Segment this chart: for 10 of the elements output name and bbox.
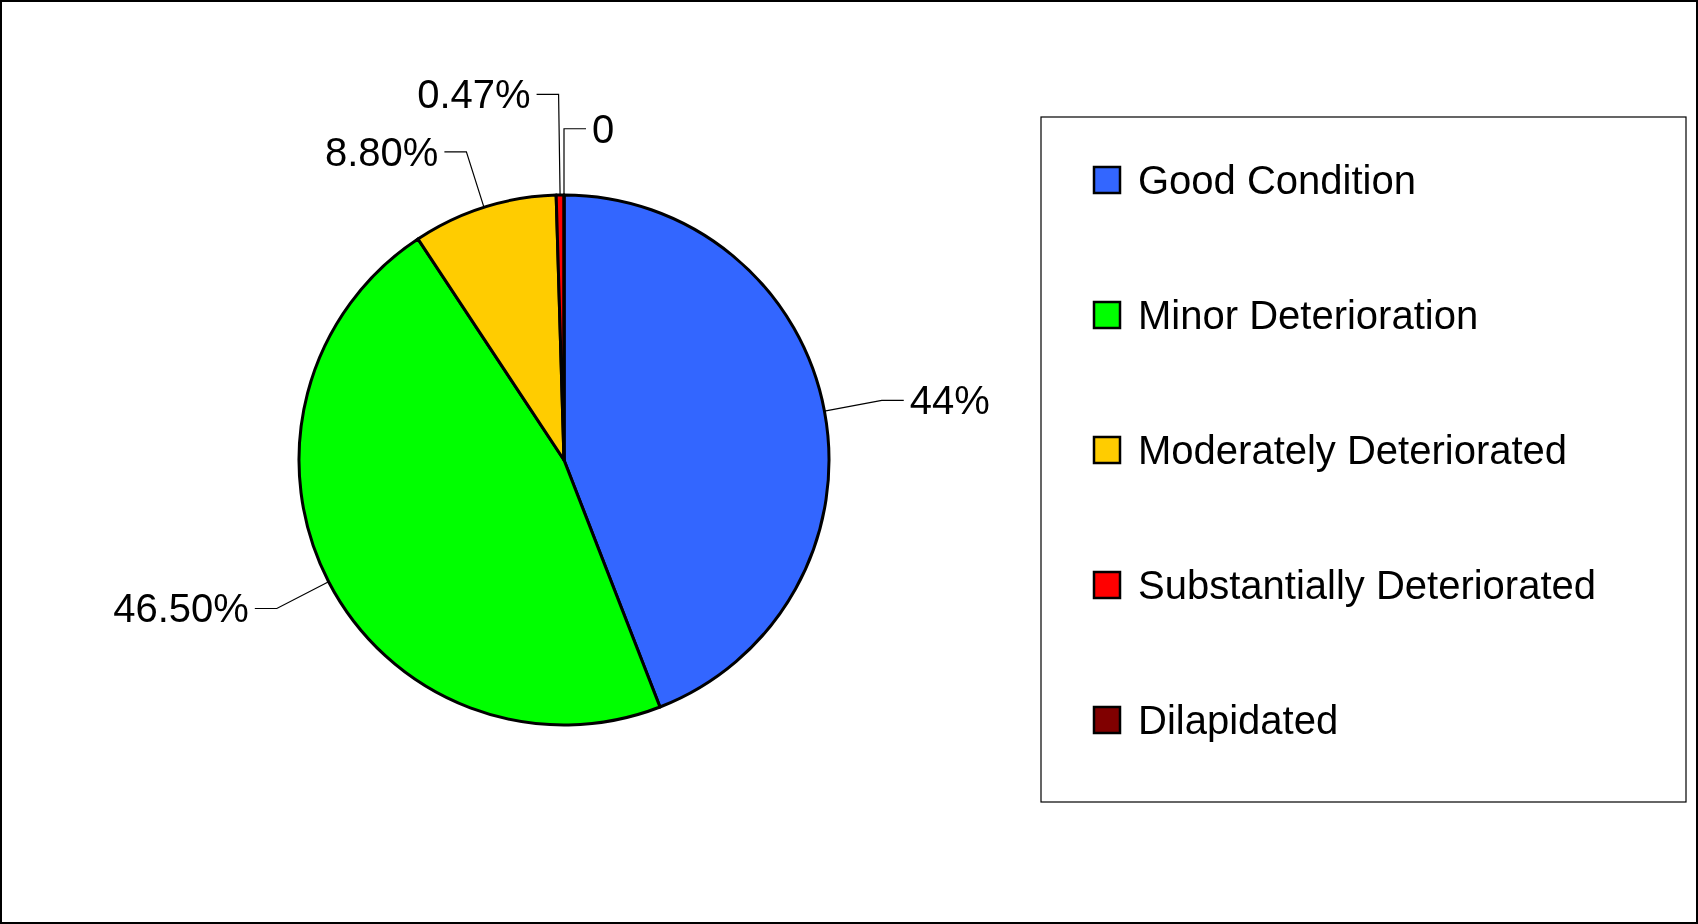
data-label: 44% (909, 378, 990, 423)
data-label: 46.50% (113, 586, 249, 631)
text: 0 (592, 106, 615, 151)
data-label: 8.80% (324, 129, 439, 174)
legend-label: Moderately Deteriorated (1138, 428, 1568, 472)
legend-label: Minor Deterioration (1138, 293, 1479, 337)
legend-label: Good Condition (1138, 158, 1416, 202)
legend-label: Substantially Deteriorated (1138, 563, 1597, 607)
data-label: 0.47% (417, 72, 531, 117)
legend-label: Dilapidated (1138, 698, 1339, 742)
